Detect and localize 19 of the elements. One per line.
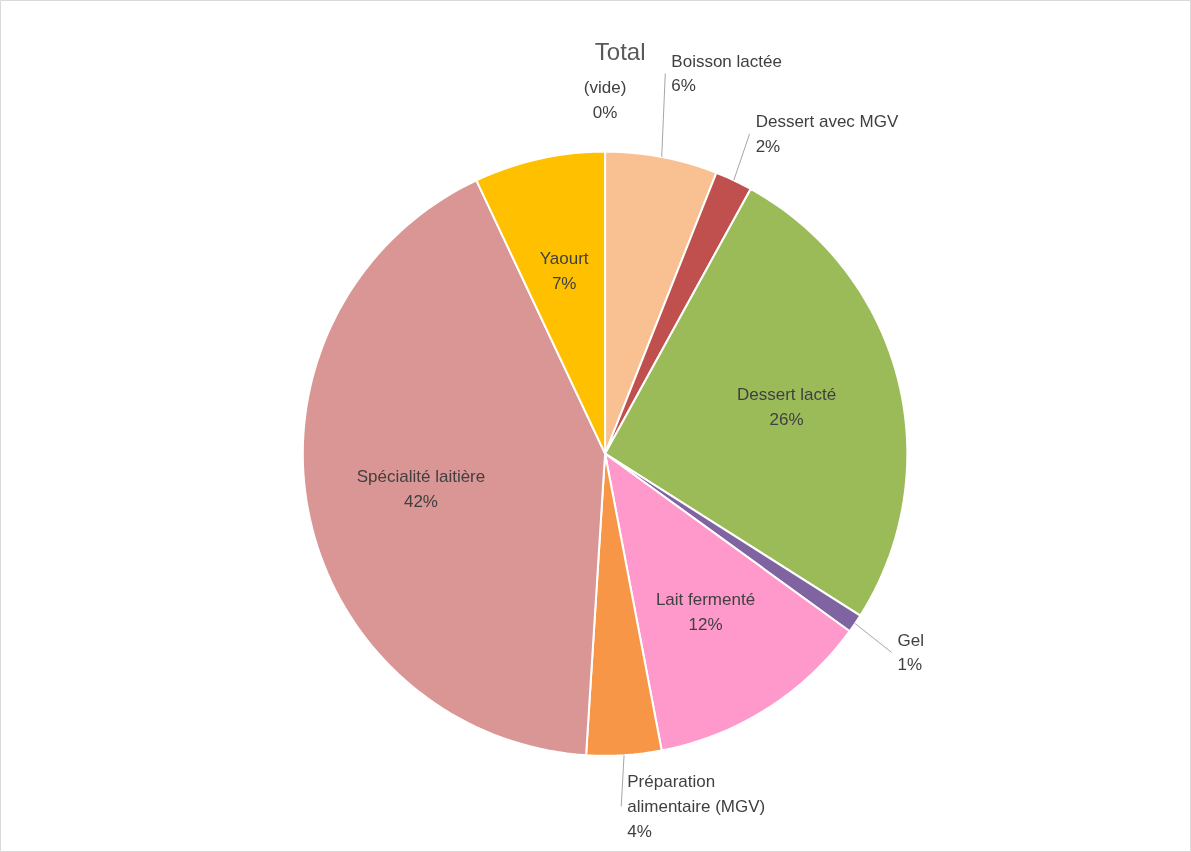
data-label: 6% — [671, 76, 696, 96]
data-label: 42% — [403, 491, 438, 511]
category-label: (vide) — [583, 78, 627, 98]
slice-label: Préparation alimentaire (MGV) — [627, 772, 766, 816]
data-label: 26% — [769, 409, 804, 429]
slice-label: Yaourt — [539, 249, 589, 269]
slice-label: Dessert lacté — [737, 385, 837, 405]
slice-label: Dessert avec MGV — [755, 111, 899, 131]
data-label: 7% — [551, 273, 577, 293]
data-label: 2% — [755, 136, 781, 156]
data-label: 12% — [688, 614, 723, 634]
slice-label: Lait fermenté — [655, 590, 756, 609]
slice-label: Gel — [897, 630, 925, 650]
chart-title: Total — [594, 38, 646, 66]
slice-label: Spécialité laitière — [356, 466, 486, 486]
slice-label: Boisson lactée — [671, 51, 782, 71]
text: 0% — [592, 103, 618, 123]
data-label: 1% — [897, 655, 923, 675]
data-label: 4% — [627, 821, 652, 841]
